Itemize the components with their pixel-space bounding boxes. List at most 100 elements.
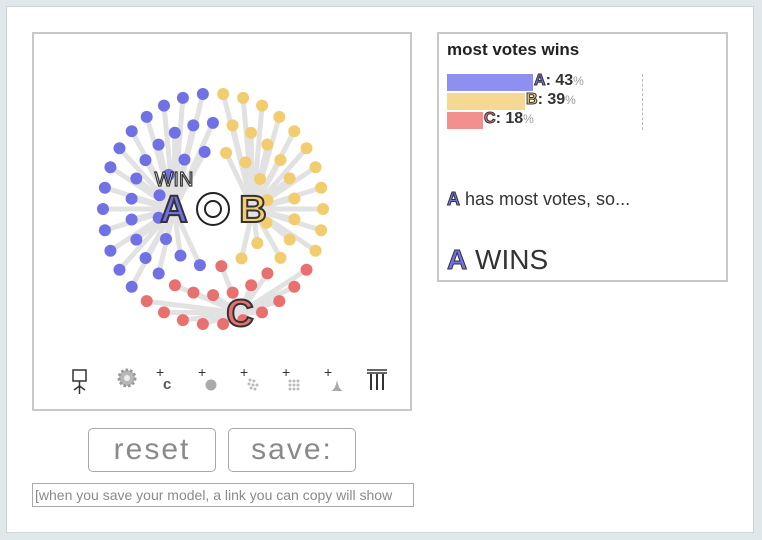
result-row-c: C: 18% (447, 110, 647, 129)
voter-dot (254, 173, 267, 186)
majority-line (642, 74, 643, 130)
voter-dot (288, 213, 301, 226)
voter-dot (309, 161, 322, 174)
voter-dot (198, 145, 211, 158)
voter-dot (97, 203, 109, 215)
add-voter-group-icon: + (240, 364, 259, 391)
vote-line (172, 282, 243, 316)
voter-dot (274, 251, 287, 264)
voter-map[interactable]: A B C WIN (34, 34, 410, 409)
result-label-a: A: 43% (534, 72, 584, 90)
voter-dot (140, 110, 153, 123)
voter-dot (193, 259, 206, 272)
result-row-a: A: 43% (447, 72, 647, 91)
voter-dot (251, 237, 264, 250)
result-bar-b (447, 93, 525, 110)
voter-dot (273, 295, 286, 308)
add-candidate-tool[interactable]: + c (152, 364, 182, 398)
voter-dot (113, 263, 126, 276)
vote-line (223, 150, 256, 212)
voter-dot (196, 318, 209, 331)
candidate-c: C (226, 293, 253, 335)
add-distribution-tool[interactable]: + (320, 364, 350, 398)
voter-dot (130, 172, 143, 185)
voter-dot (273, 110, 286, 123)
add-candidate-icon: + c (156, 364, 171, 393)
voter-dot (300, 142, 313, 155)
columns-icon (367, 369, 387, 390)
vote-line (239, 206, 256, 261)
simulation-canvas[interactable]: A B C WIN + c + (32, 32, 412, 411)
result-bar-c (447, 112, 483, 129)
voters (97, 87, 329, 331)
save-link-field[interactable]: [when you save your model, a link you ca… (32, 483, 414, 507)
voter-dot (187, 119, 200, 132)
svg-text:+: + (324, 364, 332, 380)
toolbar: + c + + + (64, 364, 404, 404)
voter-dot (315, 224, 328, 237)
svg-text:+: + (282, 364, 290, 380)
voter-dot (260, 216, 273, 229)
voter-dot (283, 233, 296, 246)
add-voter-tool[interactable]: + (194, 364, 224, 398)
voter-tool[interactable] (64, 364, 94, 398)
voter-dot (235, 252, 248, 265)
voter-dot (98, 224, 111, 237)
voter-dot (104, 244, 117, 257)
voter-dot (217, 87, 230, 100)
voter-dot (288, 125, 301, 138)
ballot-tool[interactable] (362, 364, 392, 398)
voter-dot (274, 154, 287, 167)
svg-text:+: + (198, 364, 206, 380)
svg-text:c: c (163, 376, 171, 393)
reset-button[interactable]: reset (88, 428, 216, 472)
winner-candidate: A (446, 244, 468, 276)
voter-dot (288, 280, 301, 293)
voter-dot (174, 249, 187, 262)
voter-dot (261, 138, 274, 151)
voter-dot (220, 146, 233, 159)
add-voter-icon: + (198, 364, 217, 391)
voter-dot (215, 260, 228, 273)
voter-dot (217, 318, 230, 331)
add-voter-group-tool[interactable]: + (236, 364, 266, 398)
vote-line (144, 298, 243, 316)
voter-dot (256, 99, 269, 112)
voter-icon (72, 369, 87, 394)
result-row-b: B: 39% (447, 91, 647, 110)
voter-dot (139, 251, 152, 264)
results-panel: most votes wins A: 43% B: 39% C: 18% A has… (437, 32, 728, 282)
candidate-a: A (160, 189, 187, 231)
voter-dot (152, 267, 165, 280)
vote-line (171, 206, 183, 259)
voter-dot (237, 314, 250, 327)
vote-line (250, 206, 297, 222)
vote-line (171, 149, 208, 212)
add-voter-crowd-tool[interactable]: + (278, 364, 308, 398)
voter-dot (157, 306, 170, 319)
save-button[interactable]: save: (228, 428, 356, 472)
voter-dot (157, 99, 170, 112)
sentence-candidate: A (447, 189, 461, 210)
win-label: WIN (155, 169, 194, 191)
voter-dot (176, 314, 189, 327)
voter-dot (125, 192, 138, 205)
voter-dot (178, 153, 191, 166)
voter-dot (245, 126, 258, 139)
voter-dot (245, 279, 258, 292)
result-label-c: C: 18% (484, 110, 534, 128)
candidate-b: B (239, 189, 266, 231)
voter-dot (317, 203, 329, 215)
voter-dot (187, 286, 200, 299)
voter-dot (152, 138, 165, 151)
sentence-text: has most votes, so... (460, 189, 631, 209)
results-title: most votes wins (447, 40, 580, 59)
results-bars: A: 43% B: 39% C: 18% (447, 72, 647, 129)
add-distribution-icon: + (324, 364, 344, 391)
voter-dot (206, 116, 219, 129)
gear-icon (117, 368, 137, 388)
settings-tool[interactable] (112, 364, 142, 398)
voter-dot (207, 289, 220, 302)
voter-dot (261, 267, 274, 280)
voter-dot (196, 87, 209, 100)
